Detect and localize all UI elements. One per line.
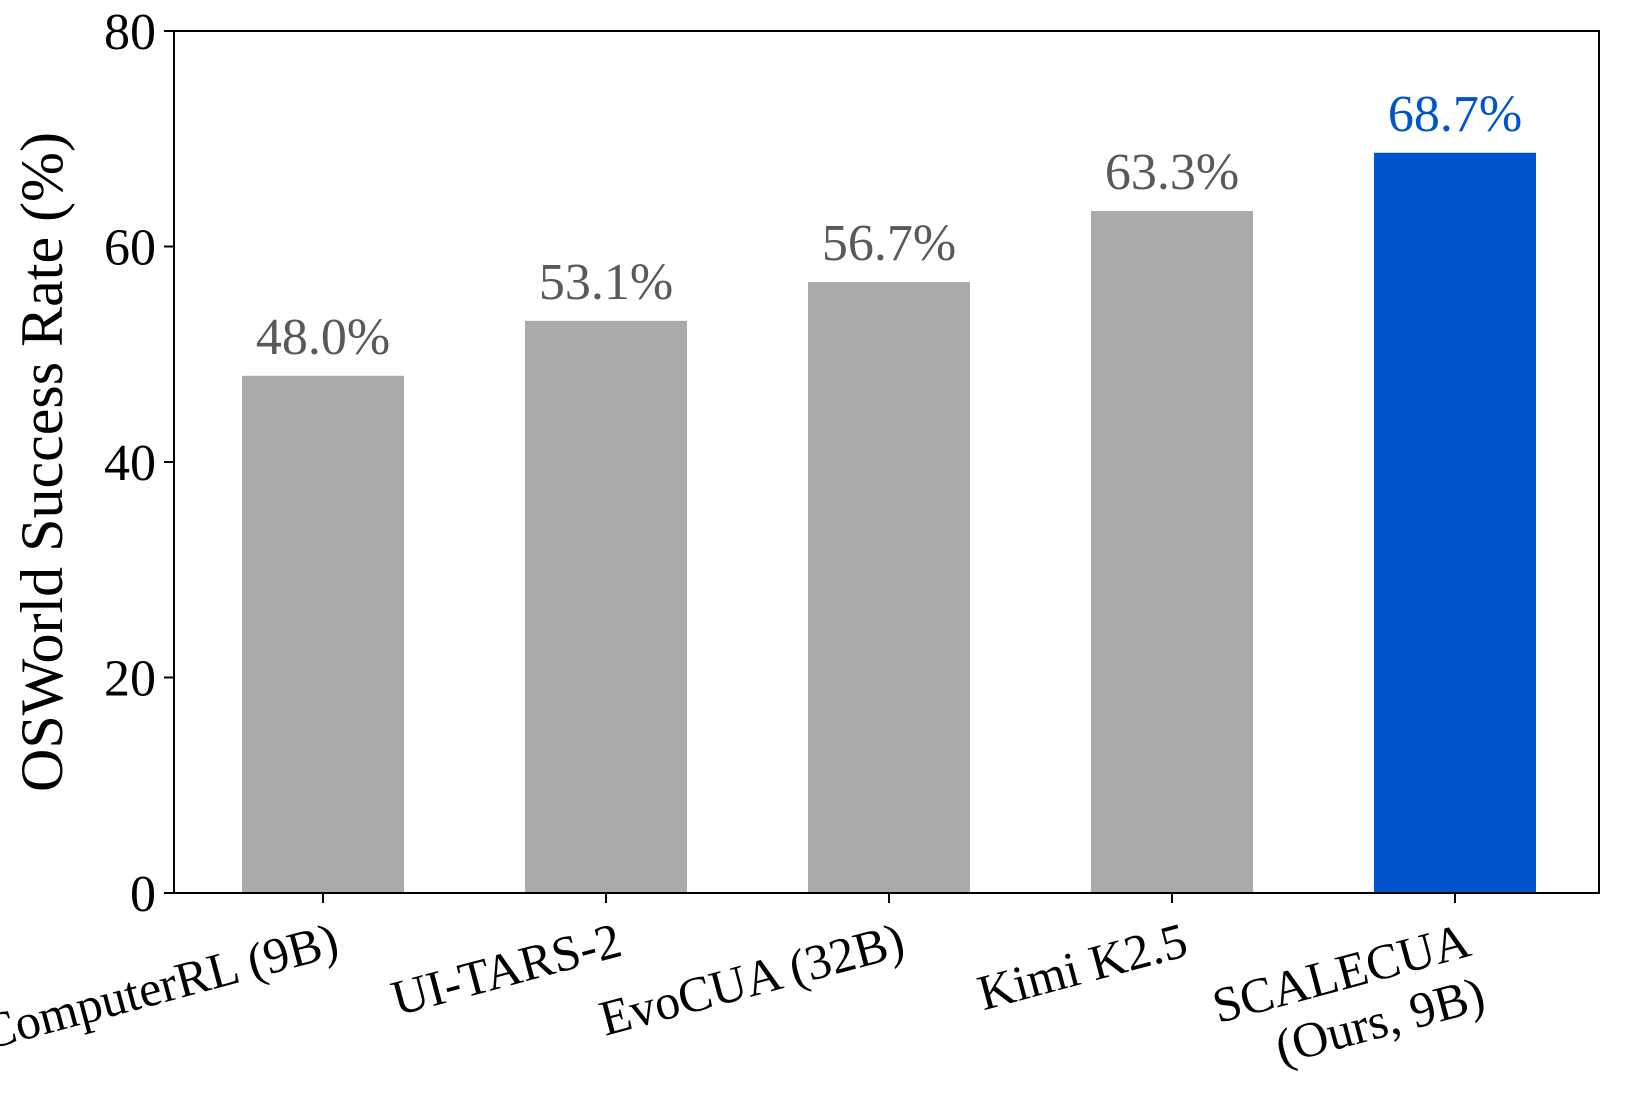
bar-4 [1374,152,1536,893]
value-labels-layer: 48.0% 53.1% 56.7% 63.3% 68.7% [256,86,1522,366]
y-tick-label-0: 0 [130,866,156,923]
bars-layer [242,152,1536,893]
y-tick-label-4: 80 [104,4,156,61]
x-tick-label-3: Kimi K2.5 [972,912,1193,1021]
x-tick-label-4: SCALECUA(Ours, 9B) [1206,912,1490,1088]
y-tick-label-2: 40 [104,435,156,492]
bar-value-label-2: 56.7% [822,215,956,272]
bar-value-label-0: 48.0% [256,309,390,366]
bar-2 [808,282,970,893]
bar-3 [1091,210,1253,893]
y-axis-label: OSWorld Success Rate (%) [9,132,75,792]
x-tick-label-2: EvoCUA (32B) [594,912,910,1047]
x-tick-label-0: ComputerRL (9B) [0,912,344,1061]
bar-value-label-4: 68.7% [1388,86,1522,143]
bar-1 [525,320,687,893]
y-axis: 0 20 40 60 80 [104,4,174,923]
bar-value-label-3: 63.3% [1105,144,1239,201]
bar-value-label-1: 53.1% [539,254,673,311]
y-tick-label-1: 20 [104,651,156,708]
y-tick-label-3: 60 [104,220,156,277]
x-tick-label-1: UI-TARS-2 [385,912,626,1027]
bar-0 [242,375,404,893]
